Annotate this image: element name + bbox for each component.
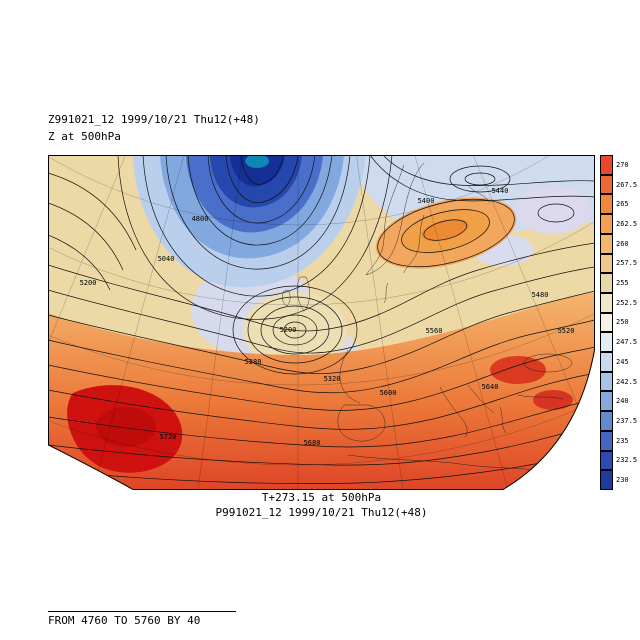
run-title: Z991021_12 1999/10/21 Thu12(+48) [48,113,260,126]
legend-row: 245 [600,352,640,372]
legend-swatch [600,332,613,353]
legend-swatch [600,174,613,195]
legend-swatch [600,233,613,254]
legend-swatch [600,430,613,451]
legend-swatch [600,292,613,313]
legend-swatch [600,214,613,234]
legend-label: 257.5 [616,259,638,268]
field-title: Z at 500hPa [48,130,121,143]
legend-row: 235 [600,430,640,451]
geopotential-contours [48,155,595,484]
legend-row: 260 [600,233,640,254]
shaded-field-caption: T+273.15 at 500hPa [261,491,382,504]
legend-row: 265 [600,194,640,215]
legend-label: 255 [616,279,629,288]
legend-swatch [600,391,613,412]
legend-row: 247.5 [600,332,640,353]
legend-label: 242.5 [616,377,638,386]
footer-divider [48,611,236,612]
legend-row: 270 [600,155,640,175]
legend-row: 267.5 [600,174,640,195]
legend-swatch [600,312,613,333]
legend: 270 267.5 265 262.5 260 257.5 255 252.5 250 247.5… [600,155,640,490]
legend-row: 255 [600,273,640,293]
map-canvas [48,155,595,490]
legend-swatch [600,194,613,215]
legend-row: 250 [600,312,640,333]
legend-swatch [600,352,613,372]
legend-label: 245 [616,357,629,366]
legend-label: 250 [616,318,629,327]
legend-swatch [600,450,613,471]
legend-label: 232.5 [616,456,638,465]
legend-swatch [600,371,613,392]
legend-label: 235 [616,436,629,445]
legend-label: 252.5 [616,298,638,307]
map-frame [48,155,595,490]
legend-swatch [600,411,613,431]
legend-label: 267.5 [616,180,638,189]
legend-swatch [600,470,613,490]
legend-row: 242.5 [600,371,640,392]
legend-row: 237.5 [600,411,640,431]
legend-row: 257.5 [600,253,640,274]
legend-label: 262.5 [616,219,638,228]
legend-swatch [600,253,613,274]
legend-label: 270 [616,160,629,169]
shaded-run-caption: P991021_12 1999/10/21 Thu12(+48) [215,506,428,519]
legend-label: 265 [616,200,629,209]
graticule [48,155,595,490]
legend-row: 230 [600,470,640,490]
legend-label: 260 [616,239,629,248]
contour-interval-note: FROM 4760 TO 5760 BY 40 [48,614,201,627]
legend-label: 230 [616,476,629,485]
legend-label: 240 [616,397,629,406]
legend-row: 232.5 [600,450,640,471]
map-plot: 5200 5040 4800 5200 5280 5320 5400 5440 5480 5520… [48,155,595,490]
legend-swatch [600,273,613,293]
legend-row: 262.5 [600,214,640,234]
legend-row: 240 [600,391,640,412]
legend-swatch [600,155,613,175]
legend-label: 247.5 [616,338,638,347]
legend-row: 252.5 [600,292,640,313]
legend-label: 237.5 [616,416,638,425]
coastlines [282,162,573,474]
